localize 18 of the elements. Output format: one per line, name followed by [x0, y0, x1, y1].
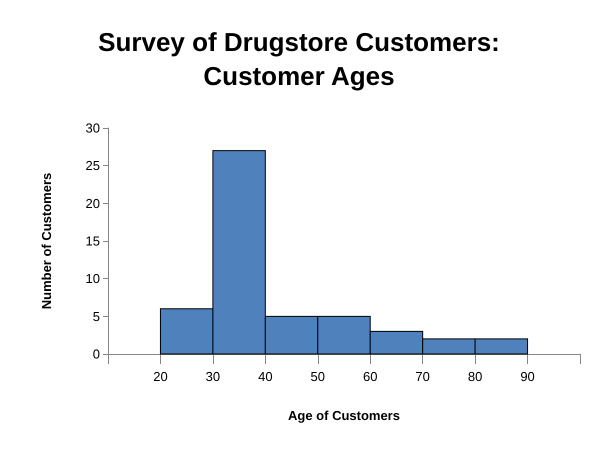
x-tick-label: 50 [310, 369, 326, 384]
y-tick-label: 15 [86, 234, 100, 248]
x-tick-label: 60 [362, 369, 378, 384]
x-tick-label: 20 [153, 369, 168, 384]
y-axis-title: Number of Customers [39, 172, 54, 310]
x-tick-label: 90 [520, 369, 535, 384]
x-tick-label: 70 [415, 369, 430, 384]
x-tick-label: 80 [468, 369, 482, 384]
x-tick-label: 30 [206, 369, 220, 384]
y-tick-label: 30 [86, 120, 100, 136]
y-tick-label: 20 [86, 196, 100, 211]
y-tick-label: 0 [92, 346, 100, 362]
x-tick-label: 40 [258, 369, 273, 384]
y-tick-label: 10 [86, 271, 100, 286]
x-axis-title: Age of Customers [288, 408, 400, 423]
y-tick-label: 25 [86, 158, 100, 174]
chart-title: Survey of Drugstore Customers: Customer Ages [98, 27, 500, 91]
y-tick-label: 5 [92, 308, 100, 324]
